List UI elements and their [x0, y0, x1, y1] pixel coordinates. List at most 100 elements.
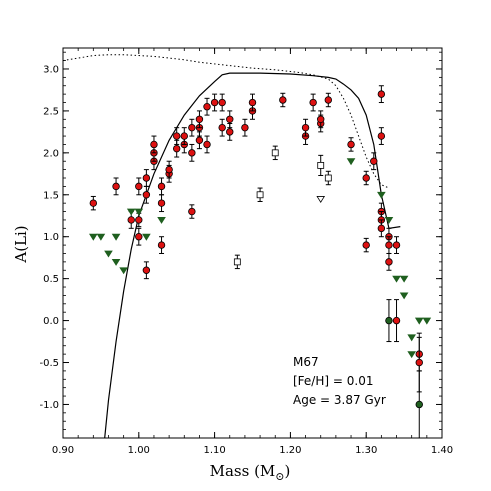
y-tick-label: 2.0 — [43, 148, 59, 159]
upper-limit-triangle — [104, 250, 113, 258]
y-tick-label: 2.5 — [43, 106, 59, 117]
open-square-point — [233, 258, 241, 266]
lithium-detection-point — [385, 241, 393, 249]
upper-limit-triangle — [346, 158, 356, 166]
upper-limit-triangle — [414, 317, 424, 325]
upper-limit-triangle — [407, 334, 417, 342]
lithium-detection-point — [142, 174, 151, 182]
annotation-cluster: M67 — [293, 355, 319, 369]
lithium-detection-point — [172, 132, 181, 140]
lithium-detection-point — [195, 136, 204, 144]
upper-limit-triangle — [142, 233, 151, 241]
lithium-detection-point — [226, 115, 234, 123]
lithium-detection-point — [392, 316, 401, 325]
upper-limit-triangle — [157, 217, 166, 224]
lithium-detection-point — [203, 103, 211, 111]
upper-limit-triangle — [377, 191, 386, 199]
y-tick-label: 1.0 — [43, 232, 59, 243]
y-axis-title: A(Li) — [12, 225, 30, 263]
lithium-detection-point — [210, 98, 219, 107]
x-tick-label: 1.40 — [431, 445, 453, 456]
upper-limit-triangle — [111, 258, 121, 266]
lithium-detection-point — [135, 182, 143, 191]
y-tick-label: -0.5 — [39, 358, 59, 369]
lithium-detection-point — [150, 140, 158, 149]
lithium-detection-point — [347, 140, 355, 149]
lithium-detection-point — [127, 216, 135, 224]
lithium-detection-point — [157, 199, 166, 207]
x-axis-title: Mass (M⊙) — [210, 462, 291, 483]
lithium-detection-point — [377, 90, 386, 98]
x-tick-label: 1.10 — [203, 445, 225, 456]
dark-point — [415, 400, 423, 409]
lithium-detection-point — [157, 241, 166, 249]
upper-limit-triangle — [126, 208, 136, 216]
upper-limit-triangle — [399, 292, 409, 300]
open-square-point — [324, 174, 332, 182]
lithium-detection-point — [135, 216, 143, 224]
annotation-metallicity: [Fe/H] = 0.01 — [293, 374, 373, 388]
lithium-detection-point — [309, 98, 317, 107]
lithium-detection-point — [241, 123, 249, 132]
lithium-detection-point — [165, 165, 173, 174]
upper-limit-triangle — [407, 351, 417, 359]
lithium-detection-point — [157, 182, 166, 191]
y-tick-labels: -1.0 -0.5 0.0 0.5 1.0 1.5 2.0 2.5 3.0 — [39, 64, 59, 410]
lithium-detection-point — [377, 224, 386, 233]
lithium-detection-point — [385, 258, 393, 266]
lithium-detection-point — [195, 115, 204, 123]
lithium-detection-point — [377, 132, 386, 140]
lithium-detection-point — [89, 199, 98, 207]
lithium-detection-point — [415, 358, 423, 367]
x-axis-title-close: ) — [285, 462, 291, 480]
lithium-detection-point — [248, 98, 257, 107]
lithium-detection-point — [301, 123, 310, 132]
y-tick-label: -1.0 — [39, 400, 59, 411]
y-tick-label: 0.0 — [43, 316, 59, 327]
lithium-detection-point — [279, 96, 287, 104]
upper-limit-triangle — [422, 317, 432, 325]
upper-limit-triangle — [134, 208, 144, 216]
lithium-detection-point — [218, 123, 226, 132]
lithium-detection-point — [370, 157, 378, 165]
x-tick-label: 1.00 — [128, 445, 150, 456]
lithium-detection-point — [203, 140, 211, 149]
lithium-detection-point — [188, 123, 196, 132]
lithium-detection-point — [172, 144, 181, 153]
lithium-detection-point — [362, 241, 370, 249]
model-solid-line — [104, 72, 401, 438]
open-square-point — [317, 162, 325, 169]
open-upper-limit-triangle — [316, 196, 326, 203]
y-tick-label: 1.5 — [43, 190, 59, 201]
lithium-detection-point — [218, 98, 226, 107]
lithium-detection-point — [142, 191, 151, 199]
lithium-detection-point — [180, 132, 188, 140]
lithium-detection-point — [112, 182, 120, 191]
upper-limit-triangle — [88, 233, 98, 241]
upper-limit-triangle — [96, 233, 106, 241]
annotation-age: Age = 3.87 Gyr — [293, 393, 386, 407]
x-tick-labels: 0.90 1.00 1.10 1.20 1.30 1.40 — [52, 445, 453, 456]
data-markers — [88, 85, 432, 438]
upper-limit-triangle — [392, 275, 401, 283]
y-tick-label: 0.5 — [43, 274, 59, 285]
x-tick-label: 1.30 — [355, 445, 377, 456]
open-square-point — [271, 149, 279, 157]
lithium-detection-point — [188, 149, 196, 157]
lithium-detection-point — [142, 266, 151, 274]
lithium-detection-point — [226, 128, 234, 136]
lithium-detection-point — [362, 174, 370, 182]
lithium-detection-point — [188, 207, 196, 216]
plot-frame — [62, 47, 443, 439]
x-axis-title-subscript: ⊙ — [275, 470, 284, 483]
upper-limit-triangle — [399, 275, 409, 283]
x-tick-label: 0.90 — [52, 445, 74, 456]
dark-point — [385, 316, 393, 325]
upper-limit-triangle — [384, 217, 394, 224]
upper-limit-triangle — [111, 233, 121, 241]
y-tick-label: 3.0 — [43, 64, 59, 75]
open-square-point — [256, 191, 264, 199]
lithium-detection-point — [324, 96, 332, 104]
model-dotted-line — [63, 54, 390, 189]
